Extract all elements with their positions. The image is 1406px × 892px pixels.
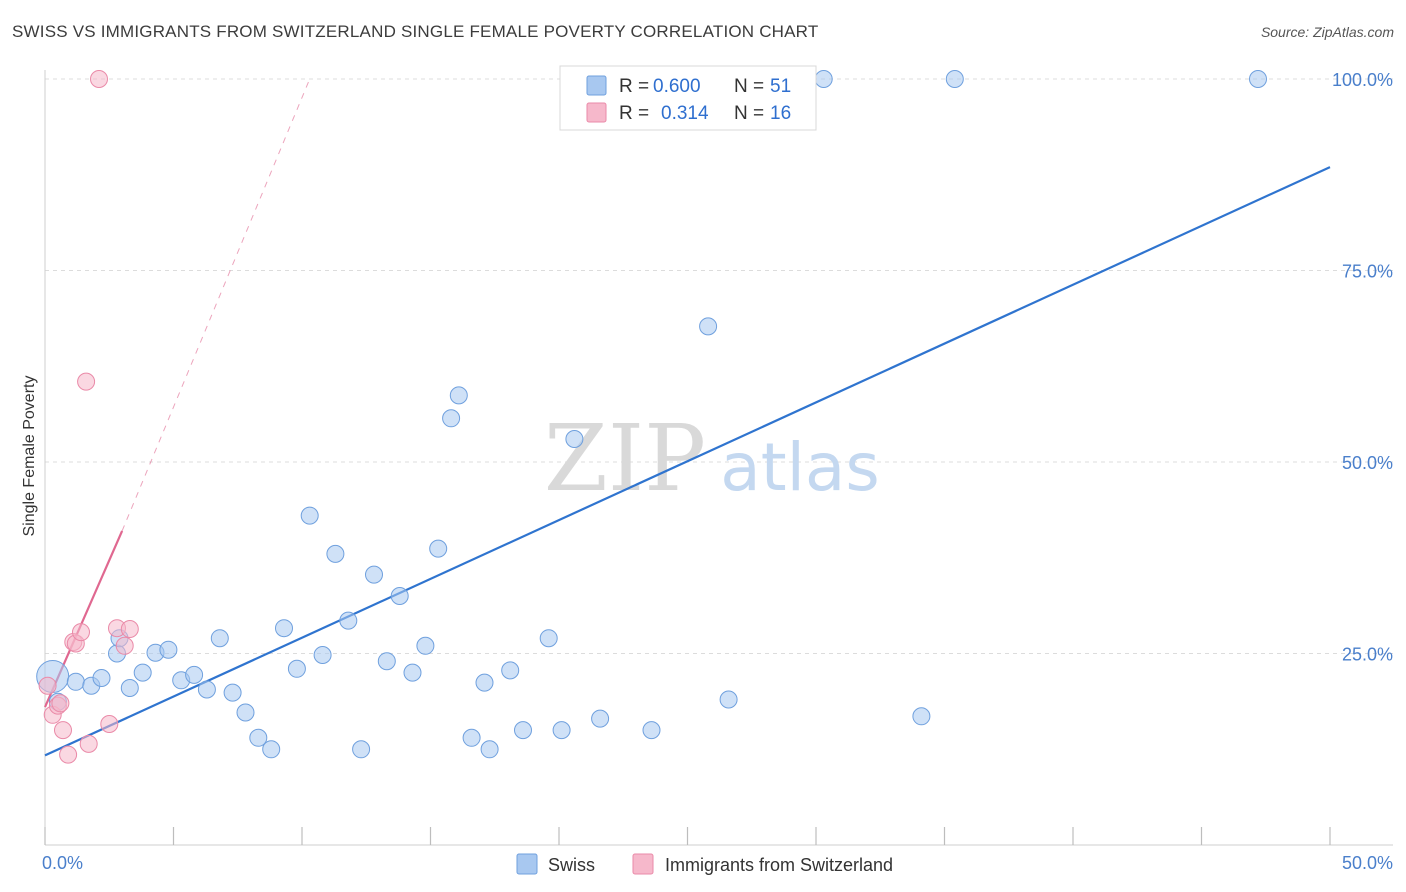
y-axis-label: Single Female Poverty xyxy=(21,376,38,537)
legend-r-label: R = xyxy=(619,76,649,97)
swiss-point xyxy=(475,673,494,692)
swiss-point xyxy=(429,539,448,558)
legend-swatch-immigrants xyxy=(586,102,607,123)
stats-legend: R = 0.600 N = 51 R = 0.314 N = 16 xyxy=(559,65,817,131)
swiss-point xyxy=(210,629,229,648)
swiss-point xyxy=(287,659,306,678)
swiss-point xyxy=(945,70,964,88)
legend-n-label: N = xyxy=(734,76,764,97)
tick-labels: 25.0% 50.0% 75.0% 100.0% 0.0% 50.0% xyxy=(42,70,1393,873)
immigrants-point xyxy=(90,70,108,88)
watermark-atlas: atlas xyxy=(720,429,880,506)
series-legend-label-swiss: Swiss xyxy=(548,855,595,875)
legend-r-value-swiss: 0.600 xyxy=(653,76,701,97)
swiss-point xyxy=(313,646,332,664)
immigrants-point xyxy=(72,623,90,642)
series-legend-swatch-swiss xyxy=(516,853,538,875)
legend-n-value-swiss: 51 xyxy=(770,76,791,97)
swiss-point xyxy=(249,728,268,747)
swiss-point xyxy=(223,683,242,702)
data-points xyxy=(36,70,1267,764)
legend-r-value-immigrants: 0.314 xyxy=(661,103,709,124)
legend-n-label: N = xyxy=(734,103,764,124)
chart-title: SWISS VS IMMIGRANTS FROM SWITZERLAND SIN… xyxy=(12,22,819,41)
immigrants-point xyxy=(59,745,78,764)
swiss-point xyxy=(390,587,409,605)
swiss-point xyxy=(377,652,396,671)
immigrants-point xyxy=(115,636,134,655)
chart-source: Source: ZipAtlas.com xyxy=(1260,24,1394,40)
swiss-point xyxy=(339,611,358,630)
swiss-point xyxy=(699,317,718,336)
swiss-point xyxy=(501,661,520,680)
axes xyxy=(44,70,1393,846)
y-tick-label: 25.0% xyxy=(1342,645,1393,665)
swiss-point xyxy=(462,728,481,747)
swiss-point xyxy=(480,740,499,759)
immigrants-point xyxy=(77,372,96,391)
swiss-point xyxy=(197,680,216,699)
x-tick-label-min: 0.0% xyxy=(42,853,83,873)
swiss-point xyxy=(236,703,255,722)
immigrants-point xyxy=(38,676,57,695)
swiss-point xyxy=(449,386,468,405)
swiss-point xyxy=(120,679,139,697)
swiss-point xyxy=(275,619,293,638)
swiss-point xyxy=(912,707,931,726)
swiss-point xyxy=(719,690,738,709)
y-tick-label: 100.0% xyxy=(1332,70,1393,90)
legend-r-label: R = xyxy=(619,103,649,124)
immigrants-point xyxy=(120,620,139,638)
swiss-point xyxy=(92,669,111,687)
swiss-point xyxy=(539,629,558,648)
immigrants-point xyxy=(100,715,119,733)
series-legend-swatch-immigrants xyxy=(632,853,654,875)
swiss-point xyxy=(416,636,435,655)
y-tick-label: 50.0% xyxy=(1342,453,1393,473)
swiss-point xyxy=(300,506,319,525)
y-tick-label: 75.0% xyxy=(1342,262,1393,282)
swiss-point xyxy=(591,709,610,728)
swiss-point xyxy=(326,544,345,563)
swiss-point xyxy=(565,430,584,448)
swiss-trend-line xyxy=(44,166,1331,757)
legend-swatch-swiss xyxy=(586,75,607,96)
swiss-point xyxy=(365,565,383,584)
swiss-point xyxy=(185,665,204,684)
x-tick-label-max: 50.0% xyxy=(1342,853,1393,873)
swiss-point xyxy=(403,663,422,682)
swiss-point xyxy=(159,640,178,659)
immigrants-point xyxy=(54,721,72,740)
watermark-zip: ZIP xyxy=(544,405,706,512)
swiss-point xyxy=(552,721,571,740)
series-legend-label-immigrants: Immigrants from Switzerland xyxy=(665,855,893,875)
swiss-point xyxy=(642,721,661,740)
series-legend: Swiss Immigrants from Switzerland xyxy=(516,853,893,875)
swiss-point xyxy=(262,740,281,759)
legend-n-value-immigrants: 16 xyxy=(770,103,791,124)
swiss-point xyxy=(66,672,85,691)
swiss-point xyxy=(814,70,833,88)
swiss-point xyxy=(352,740,371,759)
swiss-point xyxy=(1249,70,1267,88)
immigrants-point xyxy=(79,734,98,753)
immigrants-trend-extension xyxy=(121,78,311,532)
grid-lines xyxy=(45,78,1393,654)
swiss-point xyxy=(133,663,152,682)
immigrants-point xyxy=(51,694,70,713)
swiss-point xyxy=(442,409,461,428)
swiss-point xyxy=(514,721,532,740)
